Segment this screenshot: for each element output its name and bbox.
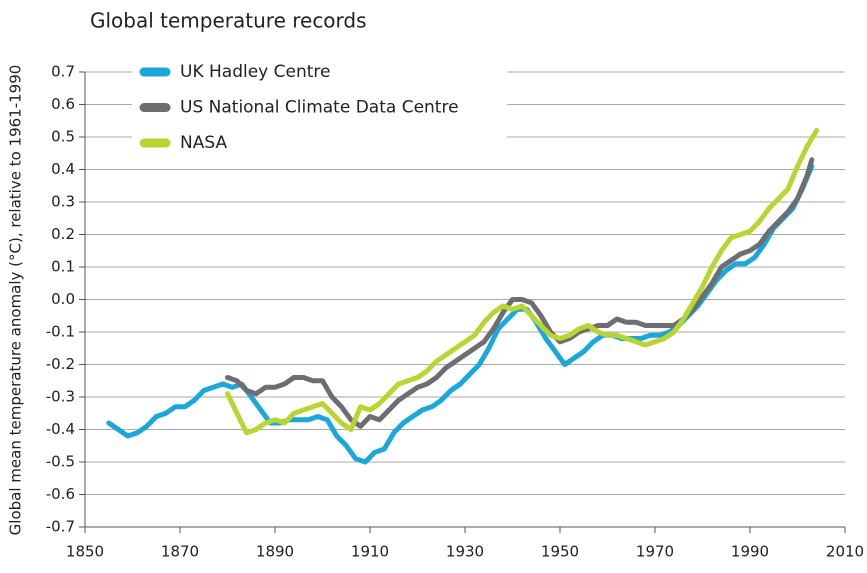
y-axis-label: Global mean temperature anomaly (°C), re… [7, 65, 25, 536]
x-tick-label: 1970 [636, 543, 674, 561]
x-tick-label: 2010 [826, 543, 864, 561]
legend-label: NASA [180, 133, 227, 153]
y-tick-label: -0.6 [46, 485, 75, 503]
y-tick-label: 0.2 [51, 225, 75, 243]
y-tick-label: 0.4 [51, 160, 75, 178]
y-tick-label: 0.3 [51, 193, 75, 211]
y-tick-label: -0.7 [46, 518, 75, 536]
y-tick-label: -0.3 [46, 388, 75, 406]
x-tick-label: 1950 [541, 543, 579, 561]
y-tick-label: 0.7 [51, 63, 75, 81]
x-tick-label: 1870 [161, 543, 199, 561]
x-tick-label: 1990 [731, 543, 769, 561]
series-line [225, 157, 815, 429]
legend-label: UK Hadley Centre [180, 62, 330, 82]
x-tick-label: 1910 [351, 543, 389, 561]
y-tick-label: -0.2 [46, 355, 75, 373]
legend-background [132, 56, 507, 166]
x-tick-label: 1890 [256, 543, 294, 561]
x-tick-label: 1850 [66, 543, 104, 561]
y-tick-label: 0.0 [51, 290, 75, 308]
chart-title: Global temperature records [90, 9, 367, 33]
y-tick-label: 0.6 [51, 95, 75, 113]
x-tick-label: 1930 [446, 543, 484, 561]
legend-label: US National Climate Data Centre [180, 98, 459, 118]
y-tick-label: -0.1 [46, 323, 75, 341]
y-tick-label: 0.5 [51, 128, 75, 146]
y-tick-label: 0.1 [51, 258, 75, 276]
y-tick-label: -0.5 [46, 453, 75, 471]
y-tick-label: -0.4 [46, 420, 75, 438]
series-line [225, 128, 819, 436]
series-line [106, 163, 815, 465]
